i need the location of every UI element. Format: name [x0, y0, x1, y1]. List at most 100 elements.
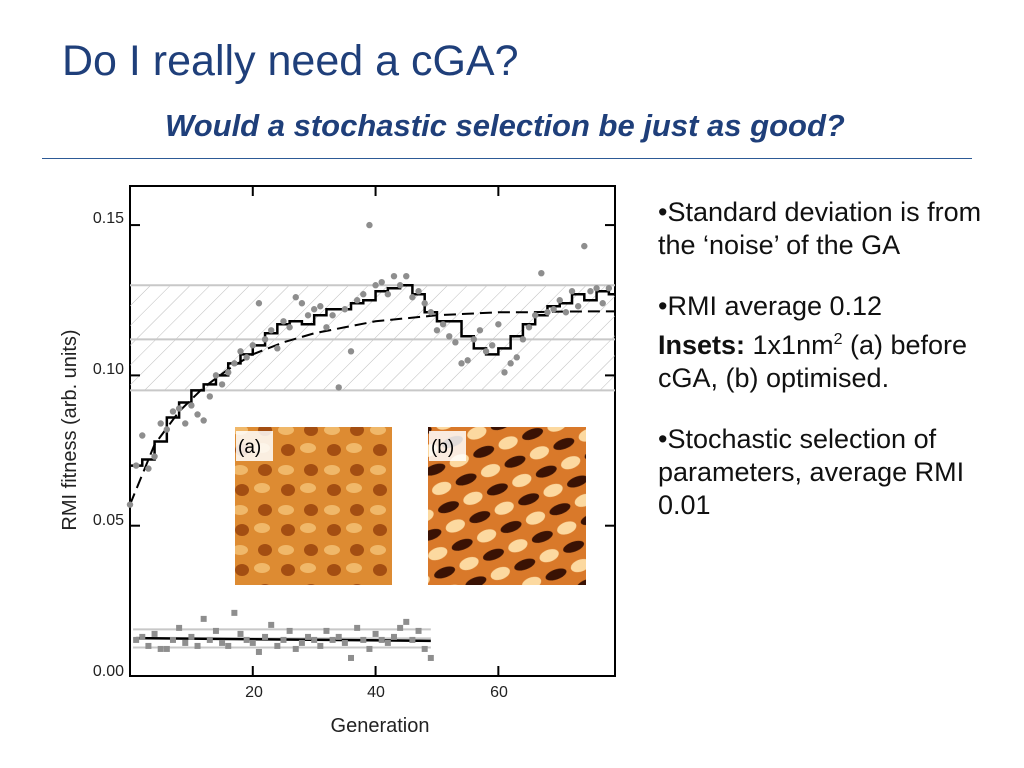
cga-point-63 [513, 354, 520, 361]
bands-layer [130, 284, 615, 649]
axis-ticks [130, 186, 615, 677]
cga-point-28 [298, 300, 306, 307]
stochastic-point-26 [292, 645, 299, 652]
cga-point-57 [476, 327, 484, 334]
cga-point-34 [335, 384, 342, 391]
stochastic-point-38 [366, 645, 373, 652]
stochastic-point-42 [390, 633, 397, 640]
cga-point-30 [310, 306, 318, 313]
cga-point-36 [347, 348, 355, 355]
cga-point-54 [458, 360, 465, 367]
cga-point-39 [366, 221, 373, 229]
cga-point-33 [329, 312, 336, 319]
y-tick-label-1: 0.05 [93, 512, 124, 529]
cga-point-12 [200, 417, 207, 424]
cga-point-78 [605, 285, 613, 292]
x-tick-label-0: 20 [245, 684, 263, 701]
cga-point-49 [427, 309, 435, 316]
insets-description: (a) before cGA, (b) optimised. [658, 330, 968, 393]
x-tick-label-1: 40 [367, 684, 385, 701]
bullet-stochastic: •Stochastic selection of parameters, ave… [658, 424, 965, 520]
cga-point-1 [132, 462, 140, 469]
cga-point-75 [587, 288, 594, 295]
stochastic-point-45 [409, 636, 416, 643]
stochastic-point-20 [255, 648, 262, 655]
rmi-fitness-chart: (a) (b) 0.00 0.05 0.10 0.15 20 40 60 Gen… [59, 185, 616, 737]
bullet-list: •Standard deviation is from the ‘noise’ … [658, 196, 998, 550]
stochastic-point-44 [403, 618, 410, 625]
cga-point-5 [157, 420, 164, 427]
cga-point-70 [556, 297, 563, 304]
cga-point-41 [378, 278, 385, 286]
stochastic-point-46 [415, 627, 422, 634]
cga-point-62 [507, 360, 514, 367]
cga-point-61 [501, 369, 508, 376]
cga-point-29 [304, 312, 312, 319]
cga-point-10 [188, 402, 195, 409]
stochastic-point-41 [384, 639, 391, 646]
stochastic-point-33 [335, 633, 342, 640]
stochastic-point-16 [231, 609, 238, 616]
bullet-noise: •Standard deviation is from the ‘noise’ … [658, 197, 982, 260]
cga-point-16 [225, 369, 232, 376]
cga-point-45 [403, 272, 410, 280]
rmi-average-text: •RMI average 0.12 [658, 291, 883, 321]
stochastic-point-13 [212, 627, 219, 634]
stochastic-point-27 [298, 639, 305, 646]
stochastic-point-0 [133, 636, 140, 643]
stochastic-point-11 [200, 615, 207, 622]
stochastic-point-47 [421, 645, 428, 652]
stochastic-point-29 [311, 636, 318, 643]
cga-point-21 [255, 300, 263, 307]
stochastic-point-22 [268, 621, 275, 628]
cga-point-43 [390, 272, 398, 280]
cga-point-22 [261, 336, 269, 343]
cga-point-64 [519, 336, 527, 343]
cga-point-7 [169, 408, 177, 415]
stochastic-point-9 [188, 633, 195, 640]
inset-a: (a) [235, 427, 392, 585]
cga-point-48 [421, 300, 428, 307]
cga-point-27 [292, 294, 299, 301]
cga-point-44 [396, 282, 404, 289]
stochastic-point-10 [194, 642, 201, 649]
stochastic-point-39 [372, 630, 379, 637]
cga-point-47 [415, 288, 422, 295]
cga-point-40 [372, 282, 379, 289]
insets-size-exponent: 2 [833, 331, 843, 348]
cga-point-60 [495, 321, 502, 328]
cga-point-37 [353, 297, 361, 304]
cga-point-56 [470, 336, 477, 343]
stochastic-point-6 [169, 636, 176, 643]
cga-point-19 [243, 354, 250, 361]
cga-point-52 [446, 333, 453, 340]
cga-point-3 [145, 465, 152, 472]
cga-point-18 [237, 348, 244, 355]
x-tick-label-2: 60 [490, 684, 508, 701]
stochastic-point-15 [225, 642, 232, 649]
stochastic-point-28 [305, 633, 312, 640]
stochastic-point-4 [157, 645, 164, 652]
stochastic-point-48 [427, 654, 434, 661]
cga-point-24 [274, 345, 281, 352]
cga-point-68 [544, 309, 551, 316]
stochastic-point-23 [274, 642, 281, 649]
stochastic-point-37 [360, 636, 367, 643]
stochastic-point-1 [139, 633, 146, 640]
y-tick-label-3: 0.15 [93, 210, 124, 227]
cga-point-72 [568, 288, 576, 295]
stochastic-point-12 [206, 636, 213, 643]
cga-point-26 [286, 324, 293, 331]
cga-point-14 [212, 372, 220, 379]
cga-point-73 [574, 303, 582, 310]
stochastic-point-36 [354, 624, 361, 631]
cga-point-4 [151, 453, 158, 460]
cga-point-76 [593, 285, 600, 292]
cga-point-65 [525, 324, 533, 331]
fit-curve-line [129, 310, 615, 506]
stochastic-point-21 [262, 633, 269, 640]
slide-title: Do I really need a cGA? [62, 37, 519, 85]
stochastic-point-14 [219, 639, 226, 646]
x-axis-label: Generation [331, 715, 430, 737]
cga-point-46 [409, 294, 416, 301]
